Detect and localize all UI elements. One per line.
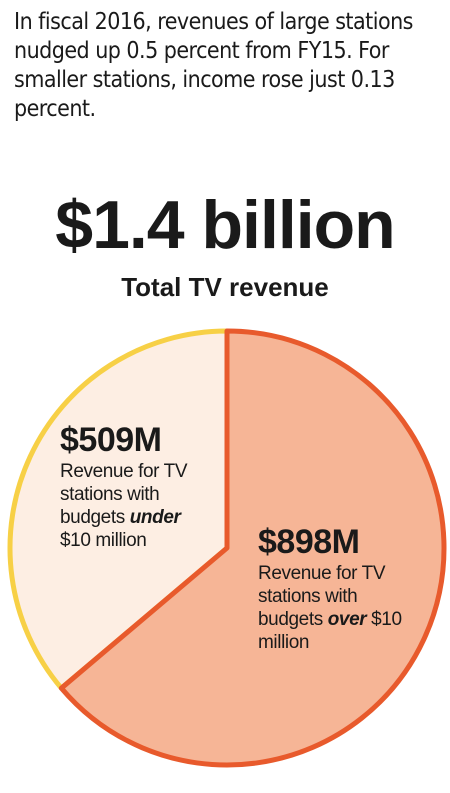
slice-desc-over: Revenue for TV stations with budgets ove…: [258, 563, 402, 653]
intro-text: In fiscal 2016, revenues of large statio…: [14, 9, 413, 122]
chart-subtitle: Total TV revenue: [121, 272, 329, 302]
slice-value-over: $898M: [258, 523, 360, 561]
chart-title: $1.4 billion: [55, 187, 395, 263]
slice-desc-under: Revenue for TV stations with budgets und…: [60, 461, 188, 551]
pie-slice-under: [7, 328, 230, 691]
pie-slice-over: [58, 328, 447, 768]
slice-label-under: $509M Revenue for TV stations with budge…: [60, 420, 210, 552]
slice-label-over: $898M Revenue for TV stations with budge…: [258, 522, 408, 654]
slice-value-under: $509M: [60, 421, 162, 459]
